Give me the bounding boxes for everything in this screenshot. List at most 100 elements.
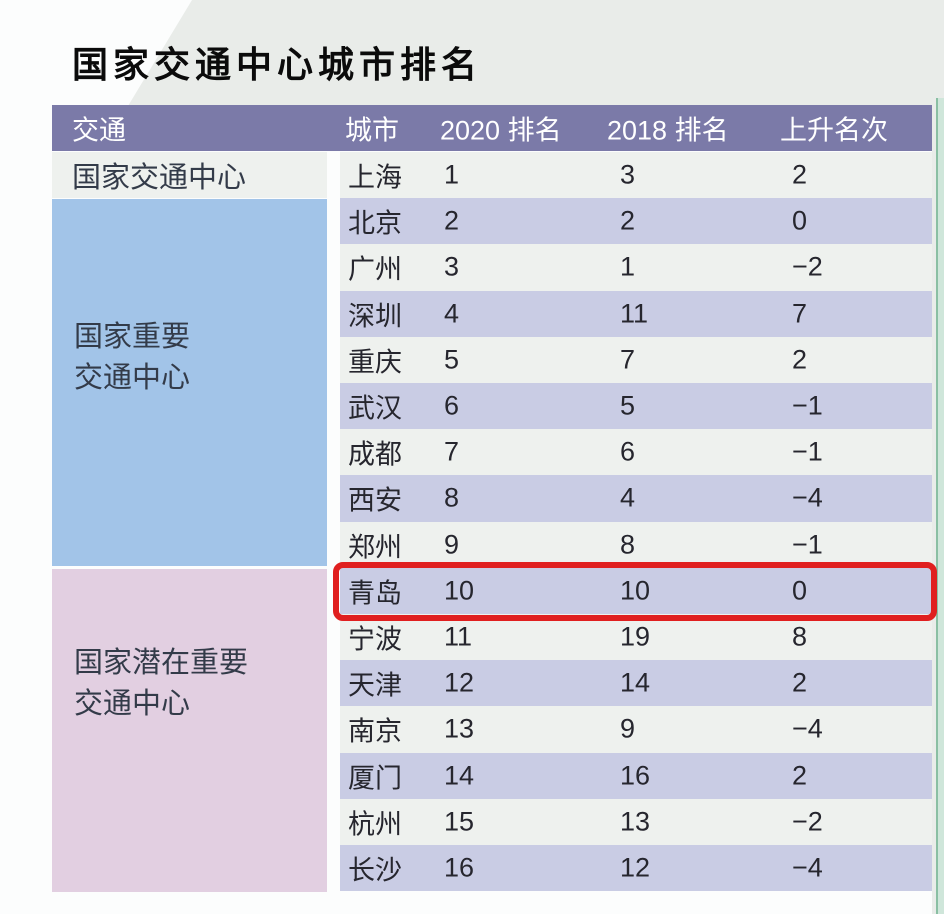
rank-2018-cell: 7: [620, 344, 636, 375]
rank-2018-cell: 19: [620, 621, 651, 652]
rank-change-cell: −4: [792, 713, 823, 744]
rank-2018-cell: 5: [620, 390, 636, 421]
rank-change-cell: −1: [792, 390, 823, 421]
rank-2020-cell: 13: [444, 713, 475, 744]
table-row: 郑州 9 8 −1: [340, 521, 932, 568]
table-header-row: 交通 城市 2020 排名 2018 排名 上升名次: [52, 105, 932, 151]
table-row: 成都 7 6 −1: [340, 429, 932, 476]
rank-2020-cell: 1: [444, 159, 460, 190]
page-title: 国家交通中心城市排名: [72, 44, 483, 85]
city-cell: 上海: [348, 162, 402, 193]
city-cell: 广州: [348, 254, 402, 285]
table-row: 杭州 15 13 −2: [340, 798, 932, 845]
rank-2020-cell: 9: [444, 529, 460, 560]
rank-change-cell: −4: [792, 852, 823, 883]
rank-2018-cell: 4: [620, 482, 636, 513]
table-row: 青岛 10 10 0: [340, 567, 932, 614]
rank-2020-cell: 8: [444, 482, 460, 513]
header-cell-rank-change: 上升名次: [780, 115, 888, 146]
table-row: 西安 8 4 −4: [340, 475, 932, 522]
city-cell: 宁波: [348, 624, 402, 655]
rank-2018-cell: 8: [620, 529, 636, 560]
category-label: 国家重要 交通中心: [74, 317, 190, 399]
rank-2020-cell: 10: [444, 575, 475, 606]
header-cell-city: 城市: [345, 115, 399, 146]
rank-2020-cell: 14: [444, 760, 475, 791]
rank-change-cell: −2: [792, 806, 823, 837]
rank-2020-cell: 11: [444, 621, 473, 652]
category-label-line: 交通中心: [74, 688, 191, 720]
city-cell: 杭州: [348, 809, 402, 840]
city-cell: 重庆: [348, 347, 402, 378]
rank-2018-cell: 2: [620, 205, 636, 236]
rank-2020-cell: 16: [444, 852, 475, 883]
background-top-band: [128, 0, 944, 106]
table-row: 宁波 11 19 8: [340, 614, 932, 661]
rank-2018-cell: 11: [620, 298, 649, 329]
city-cell: 青岛: [348, 578, 402, 609]
category-label-line: 国家交通中心: [72, 162, 247, 194]
rank-2018-cell: 12: [620, 852, 651, 883]
table-row: 重庆 5 7 2: [340, 336, 932, 383]
rank-change-cell: 7: [792, 298, 808, 329]
category-label-line: 国家重要: [74, 321, 191, 353]
city-cell: 北京: [348, 208, 402, 239]
rank-change-cell: 0: [792, 205, 808, 236]
city-cell: 深圳: [348, 301, 402, 332]
rank-change-cell: 2: [792, 760, 808, 791]
rank-2020-cell: 4: [444, 298, 460, 329]
city-cell: 郑州: [348, 532, 402, 563]
rank-change-cell: 2: [792, 159, 808, 190]
table-body: 上海 1 3 2 北京 2 2 0 广州 3 1 −2 深圳 4 11 7 重庆 5 7 2 武汉 6 5 −1 成都 7 6 −1 西…: [340, 152, 932, 892]
rank-2020-cell: 2: [444, 205, 460, 236]
rank-2018-cell: 14: [620, 667, 651, 698]
header-cell-rank-2020: 2020 排名: [440, 115, 562, 146]
rank-2020-cell: 12: [444, 667, 475, 698]
header-cell-transport: 交通: [72, 115, 126, 146]
table-row: 广州 3 1 −2: [340, 244, 932, 291]
city-cell: 厦门: [348, 763, 402, 794]
rank-2018-cell: 9: [620, 713, 636, 744]
rank-change-cell: −1: [792, 529, 823, 560]
rank-2018-cell: 3: [620, 159, 636, 190]
header-cell-rank-2018: 2018 排名: [607, 115, 729, 146]
table-row: 北京 2 2 0: [340, 198, 932, 245]
table-row: 天津 12 14 2: [340, 660, 932, 707]
city-cell: 长沙: [348, 855, 402, 886]
table-row: 武汉 6 5 −1: [340, 383, 932, 430]
rank-2020-cell: 3: [444, 251, 460, 282]
city-cell: 武汉: [348, 393, 402, 424]
rank-change-cell: −1: [792, 436, 823, 467]
table-row: 上海 1 3 2: [340, 152, 932, 199]
table-row: 深圳 4 11 7: [340, 290, 932, 337]
rank-change-cell: 0: [792, 575, 808, 606]
rank-2018-cell: 6: [620, 436, 636, 467]
category-cell-national-potential-center: 国家潜在重要 交通中心: [52, 569, 327, 892]
city-cell: 成都: [348, 439, 402, 470]
rank-2018-cell: 16: [620, 760, 651, 791]
city-cell: 天津: [348, 670, 402, 701]
category-cell-national-important-center: 国家重要 交通中心: [52, 199, 327, 566]
rank-2018-cell: 13: [620, 806, 651, 837]
category-label-line: 国家潜在重要: [74, 647, 249, 679]
rank-2020-cell: 6: [444, 390, 460, 421]
category-label-line: 交通中心: [74, 362, 191, 394]
category-cell-national-transport-center: 国家交通中心: [52, 152, 327, 198]
rank-change-cell: 8: [792, 621, 808, 652]
city-cell: 南京: [348, 716, 402, 747]
rank-2020-cell: 15: [444, 806, 475, 837]
rank-change-cell: 2: [792, 344, 808, 375]
rank-change-cell: −4: [792, 482, 823, 513]
rank-change-cell: −2: [792, 251, 823, 282]
rank-2020-cell: 7: [444, 436, 460, 467]
right-edge-accent-strip: [936, 98, 944, 914]
table-row: 厦门 14 16 2: [340, 752, 932, 799]
city-cell: 西安: [348, 485, 402, 516]
table-row: 南京 13 9 −4: [340, 706, 932, 753]
rank-change-cell: 2: [792, 667, 808, 698]
table-row: 长沙 16 12 −4: [340, 845, 932, 892]
rank-2018-cell: 10: [620, 575, 651, 606]
rank-2018-cell: 1: [620, 251, 636, 282]
category-label: 国家潜在重要 交通中心: [74, 643, 248, 725]
